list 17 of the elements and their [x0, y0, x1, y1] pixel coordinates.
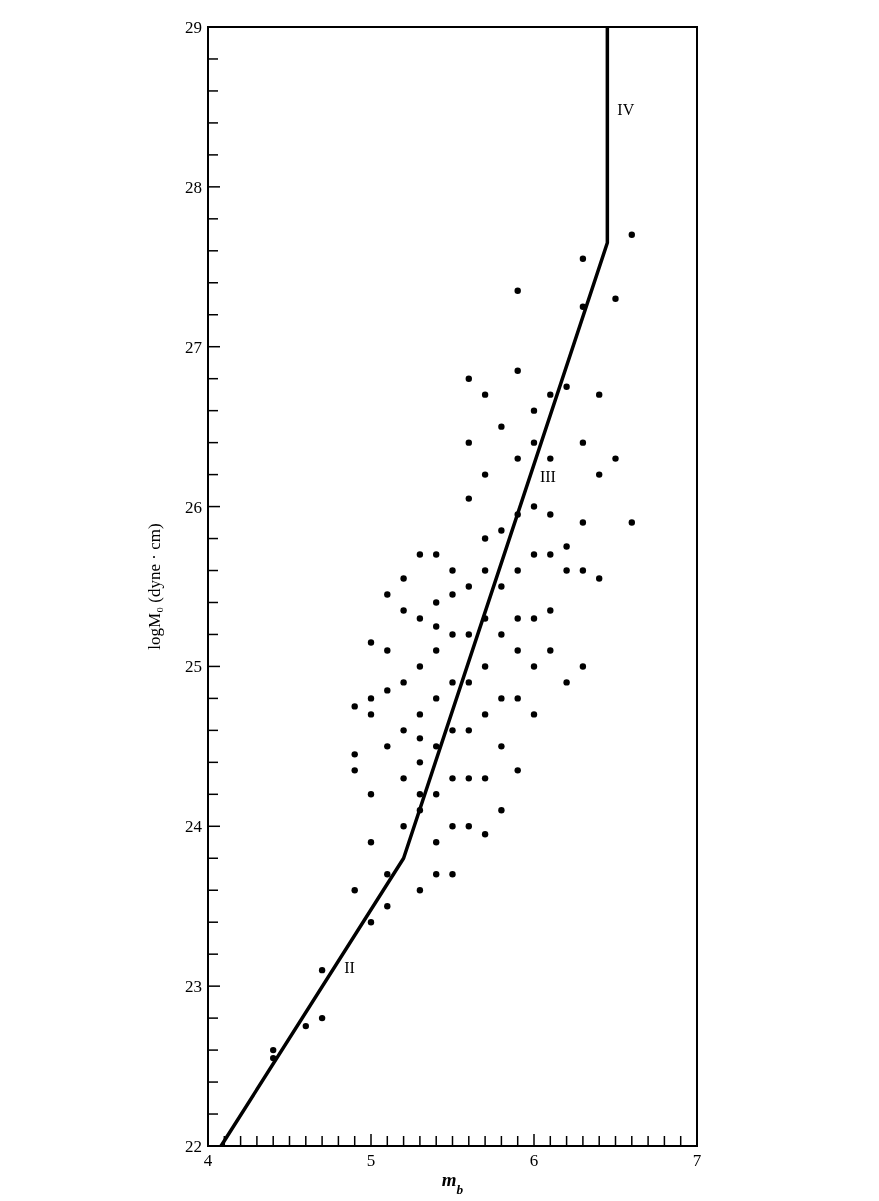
annotation: II — [344, 959, 355, 977]
y-tick-label: 29 — [185, 17, 202, 37]
x-tick-label: 7 — [692, 1151, 702, 1170]
x-tick-label: 4 — [203, 1151, 213, 1170]
y-tick-label: 26 — [185, 497, 202, 517]
y-tick-label: 22 — [185, 1136, 202, 1156]
x-tick-label: 6 — [529, 1151, 539, 1170]
x-tick-label: 5 — [366, 1151, 376, 1170]
y-tick-label: 28 — [185, 177, 202, 197]
y-axis-title: logM₀ (dyne · cm) — [145, 523, 164, 650]
annotation: III — [539, 468, 556, 486]
y-tick-label: 23 — [185, 977, 202, 997]
y-tick-label: 25 — [185, 657, 202, 677]
y-tick-label: 24 — [185, 817, 203, 837]
x-axis-title: m$_{b}$ — [441, 1169, 464, 1197]
annotation: IV — [617, 100, 635, 118]
y-tick-label: 27 — [185, 337, 203, 357]
